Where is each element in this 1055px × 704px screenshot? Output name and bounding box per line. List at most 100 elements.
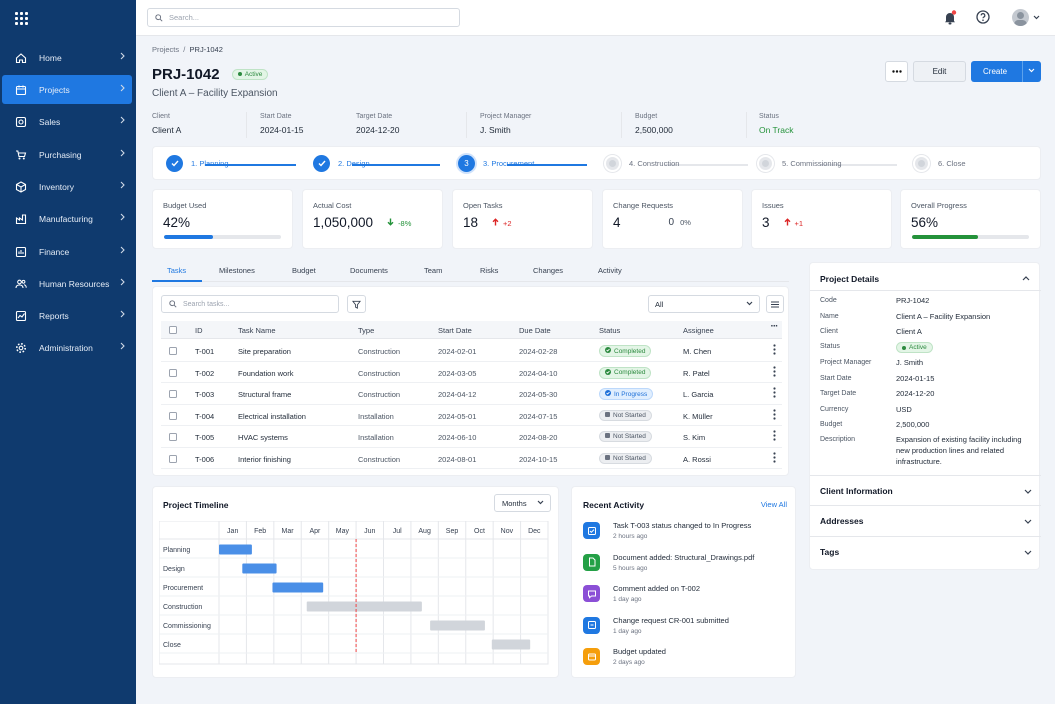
- app-grid-icon[interactable]: [15, 12, 28, 25]
- gantt-bar-design[interactable]: [242, 563, 277, 574]
- sidebar-item-manufacturing[interactable]: Manufacturing: [2, 204, 132, 233]
- table-row[interactable]: T-003 Structural frame Construction 2024-04…: [161, 383, 782, 405]
- column-header-status[interactable]: Status: [599, 326, 621, 335]
- phase-label: Commissioning: [163, 623, 211, 630]
- tab-budget[interactable]: Budget: [292, 266, 316, 275]
- chevron-down-icon[interactable]: [1028, 68, 1035, 73]
- step-procurement[interactable]: 3 3. Procurement: [458, 155, 534, 172]
- row-actions-icon[interactable]: [772, 451, 776, 464]
- row-checkbox[interactable]: [169, 347, 177, 355]
- row-checkbox[interactable]: [169, 411, 177, 420]
- section-addresses[interactable]: Addresses: [810, 505, 1041, 535]
- column-header-start-date[interactable]: Start Date: [438, 326, 472, 335]
- sidebar-item-human-resources[interactable]: Human Resources: [2, 269, 132, 298]
- arrow-down-icon: [387, 218, 394, 228]
- step-close[interactable]: 6. Close: [913, 155, 966, 172]
- tab-risks[interactable]: Risks: [480, 266, 499, 275]
- kpi-delta-value: 0%: [680, 218, 691, 227]
- gantt-bar-planning[interactable]: [219, 544, 252, 555]
- tab-activity[interactable]: Activity: [598, 266, 622, 275]
- select-all-checkbox[interactable]: [169, 326, 177, 334]
- table-row[interactable]: T-005 HVAC systems Installation 2024-06-10 2…: [161, 426, 782, 448]
- activity-item[interactable]: Change request CR-001 submitted 1 day ago: [583, 616, 783, 644]
- more-actions-button[interactable]: [885, 61, 908, 82]
- status-badge: Not Started: [599, 409, 652, 421]
- tab-team[interactable]: Team: [424, 266, 443, 275]
- tab-tasks[interactable]: Tasks: [167, 266, 187, 275]
- row-actions-icon[interactable]: [772, 344, 776, 356]
- cell-assignee: M. Chen: [683, 347, 712, 356]
- filter-button[interactable]: [347, 295, 366, 313]
- bell-icon[interactable]: [943, 10, 957, 25]
- activity-item[interactable]: Task T-003 status changed to In Progress…: [583, 521, 783, 549]
- step-connector: [665, 164, 748, 166]
- create-button-label: Create: [983, 67, 1008, 76]
- chevron-right-icon: [120, 116, 132, 127]
- sidebar-item-home[interactable]: Home: [2, 43, 132, 72]
- table-options-icon[interactable]: ···: [770, 321, 779, 332]
- row-actions-icon[interactable]: [772, 387, 776, 399]
- sidebar-item-label: Finance: [39, 246, 70, 257]
- help-icon[interactable]: [976, 10, 990, 24]
- row-actions-icon[interactable]: [772, 430, 776, 442]
- step-design[interactable]: 2. Design: [313, 155, 370, 172]
- section-client-information[interactable]: Client Information: [810, 475, 1041, 505]
- sidebar-item-sales[interactable]: Sales: [2, 107, 132, 136]
- row-actions-icon[interactable]: [772, 408, 776, 421]
- column-header-task-name[interactable]: Task Name: [238, 326, 276, 335]
- sidebar-item-inventory[interactable]: Inventory: [2, 172, 132, 201]
- sidebar-item-projects[interactable]: Projects: [2, 75, 132, 104]
- chevron-down-icon[interactable]: [1033, 15, 1040, 20]
- timeline-view-value: Months: [502, 498, 527, 508]
- tab-milestones[interactable]: Milestones: [219, 266, 255, 275]
- task-filter-select[interactable]: All: [648, 295, 760, 313]
- section-tags[interactable]: Tags: [810, 536, 1041, 566]
- view-all-link[interactable]: View All: [760, 500, 787, 509]
- tab-documents[interactable]: Documents: [350, 266, 388, 275]
- row-checkbox[interactable]: [169, 454, 177, 463]
- table-row[interactable]: T-002 Foundation work Construction 2024-03-…: [161, 362, 782, 383]
- column-header-type[interactable]: Type: [358, 326, 375, 335]
- table-row[interactable]: T-004 Electrical installation Installation…: [161, 405, 782, 426]
- column-header-due-date[interactable]: Due Date: [519, 326, 551, 335]
- edit-button[interactable]: Edit: [913, 61, 966, 82]
- cell-id: T-006: [195, 454, 215, 464]
- row-checkbox[interactable]: [169, 390, 177, 398]
- row-actions-icon[interactable]: [772, 365, 776, 378]
- column-header-assignee[interactable]: Assignee: [683, 326, 714, 335]
- avatar[interactable]: [1012, 9, 1029, 26]
- step-construction[interactable]: 4. Construction: [604, 155, 679, 172]
- sidebar-item-finance[interactable]: Finance: [2, 237, 132, 266]
- step-planning[interactable]: 1. Planning: [166, 155, 229, 172]
- global-search-input[interactable]: Search...: [147, 8, 460, 27]
- row-checkbox[interactable]: [169, 368, 177, 377]
- meta-divider: [621, 112, 622, 138]
- table-row[interactable]: T-006 Interior finishing Construction 2024-…: [161, 448, 782, 469]
- sidebar-item-purchasing[interactable]: Purchasing: [2, 140, 132, 169]
- gantt-bar-construction[interactable]: [306, 601, 422, 612]
- columns-button[interactable]: [766, 295, 784, 313]
- activity-item[interactable]: Document added: Structural_Drawings.pdf 5…: [583, 553, 783, 581]
- breadcrumb: Projects / PRJ-1042: [152, 45, 223, 54]
- activity-item[interactable]: Comment added on T-002 1 day ago: [583, 584, 783, 612]
- chevron-up-icon[interactable]: [1022, 276, 1030, 281]
- breadcrumb-projects-link[interactable]: Projects: [152, 45, 180, 54]
- meta-value: Client A: [152, 125, 182, 135]
- tab-changes[interactable]: Changes: [533, 266, 564, 275]
- gantt-bar-close[interactable]: [491, 639, 531, 650]
- breadcrumb-current: PRJ-1042: [189, 45, 223, 54]
- gantt-bar-commissioning[interactable]: [430, 620, 485, 631]
- column-header-id[interactable]: ID: [195, 326, 203, 335]
- timeline-view-select[interactable]: Months: [494, 494, 551, 512]
- task-search-input[interactable]: Search tasks...: [161, 295, 339, 313]
- create-button[interactable]: Create: [971, 61, 1041, 82]
- step-commissioning[interactable]: 5. Commissioning: [757, 155, 842, 172]
- table-row[interactable]: T-001 Site preparation Construction 2024-02…: [161, 340, 782, 362]
- activity-item[interactable]: Budget updated 2 days ago: [583, 647, 783, 675]
- sidebar-item-administration[interactable]: Administration: [2, 333, 132, 362]
- sidebar-item-reports[interactable]: Reports: [2, 301, 132, 330]
- gantt-bar-procurement[interactable]: [272, 582, 324, 593]
- page-title: PRJ-1042 Active: [152, 66, 269, 83]
- row-checkbox[interactable]: [169, 433, 177, 441]
- cell-id: T-005: [195, 433, 215, 442]
